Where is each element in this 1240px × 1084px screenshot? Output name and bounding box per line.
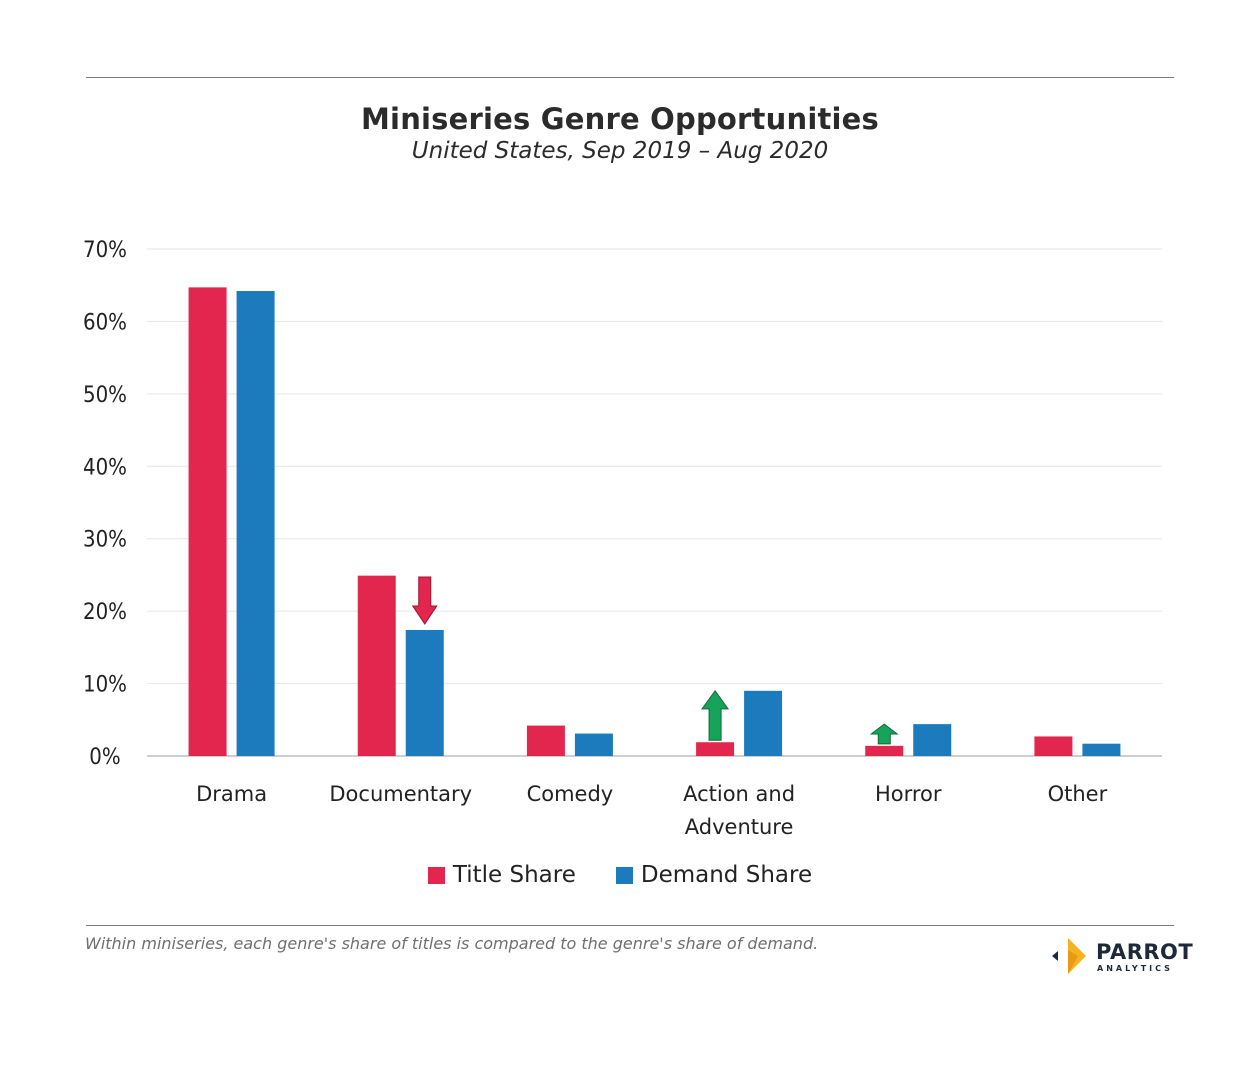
bar-demand-share (1082, 743, 1121, 756)
bar-chart: 70% 60% 50% 40% 30% 20% 10% 0% Drama Documentary C… (83, 238, 1162, 839)
bar-demand-share (236, 291, 275, 756)
down-arrow-icon (411, 576, 438, 625)
bar-demand-share (405, 629, 444, 756)
bottom-rule (86, 925, 1174, 926)
bar-demand-share (744, 690, 783, 756)
bar-title-share (526, 725, 565, 756)
y-tick-label: 0% (89, 745, 120, 770)
legend-item-demand-share: Demand Share (615, 862, 813, 888)
x-tick-label: Documentary (329, 782, 472, 806)
x-tick-label: Action and (683, 782, 795, 806)
x-tick-label: Horror (875, 782, 942, 806)
footnote: Within miniseries, each genre's share of… (85, 934, 819, 953)
up-arrow-icon (701, 689, 730, 741)
x-tick-label: Adventure (685, 815, 794, 839)
y-tick-label: 40% (83, 455, 127, 480)
y-tick-label: 70% (83, 238, 127, 263)
bar-title-share (865, 745, 904, 756)
legend-swatch-title-share (427, 866, 445, 884)
legend-label-demand-share: Demand Share (640, 862, 813, 888)
chart-title: Miniseries Genre Opportunities (361, 102, 879, 136)
logo-subtext: ANALYTICS (1097, 964, 1173, 973)
bar-title-share (1034, 736, 1073, 756)
x-tick-label: Drama (196, 782, 267, 806)
y-tick-label: 50% (83, 383, 127, 408)
y-tick-label: 10% (83, 673, 127, 698)
bar-title-share (357, 575, 396, 756)
y-tick-label: 60% (83, 310, 127, 335)
y-tick-label: 30% (83, 528, 127, 553)
logo-text: PARROT (1096, 940, 1194, 964)
legend-swatch-demand-share (615, 866, 633, 884)
x-tick-label: Other (1048, 782, 1108, 806)
legend: Title Share Demand Share (0, 862, 1240, 888)
bar-title-share (696, 742, 735, 756)
legend-label-title-share: Title Share (452, 862, 576, 888)
y-tick-label: 20% (83, 600, 127, 625)
chart-subtitle: United States, Sep 2019 – Aug 2020 (411, 138, 829, 164)
x-tick-label: Comedy (527, 782, 614, 806)
parrot-logo-icon (1052, 938, 1086, 974)
up-arrow-icon (869, 723, 899, 745)
bar-demand-share (574, 733, 613, 756)
bar-title-share (188, 287, 227, 756)
legend-item-title-share: Title Share (427, 862, 576, 888)
bar-demand-share (913, 724, 952, 756)
parrot-analytics-logo: PARROT ANALYTICS (1050, 936, 1194, 980)
top-rule (86, 77, 1174, 78)
